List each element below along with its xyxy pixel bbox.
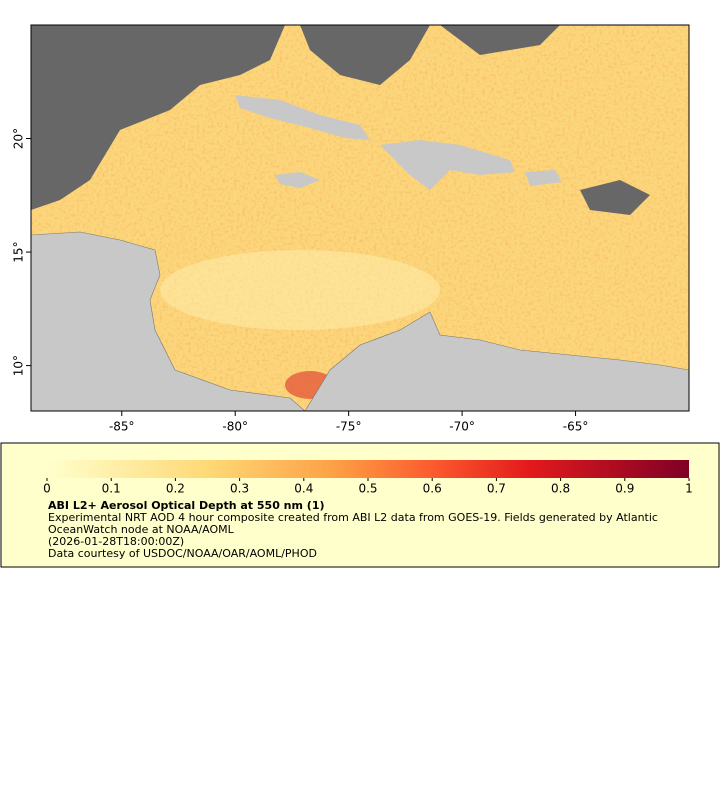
y-tick-label: 15° [12, 241, 26, 262]
colorbar-tick-label: 0.7 [487, 482, 506, 496]
y-tick-label: 20° [12, 128, 26, 149]
central-america [31, 231, 306, 411]
colorbar-tick-label: 0.4 [294, 482, 313, 496]
jamaica [275, 172, 320, 188]
colorbar-tick-label: 0.1 [102, 482, 121, 496]
low-aod [160, 250, 440, 330]
x-tick-label: -85° [109, 420, 135, 434]
cuba [235, 95, 370, 140]
colorbar-tick-label: 0.5 [358, 482, 377, 496]
colorbar [47, 460, 689, 478]
colorbar-tick-label: 0.9 [615, 482, 634, 496]
map-frame [30, 24, 690, 412]
colorbar-tick-label: 0.3 [230, 482, 249, 496]
y-tick-label: 10° [12, 355, 26, 376]
legend-title: ABI L2+ Aerosol Optical Depth at 550 nm … [48, 499, 325, 512]
legend-time: (2026-01-28T18:00:00Z) [48, 535, 185, 548]
masked-cloud [31, 25, 285, 210]
south-america [304, 311, 689, 411]
colorbar-tick-label: 1 [685, 482, 693, 496]
x-tick-label: -80° [222, 420, 248, 434]
hispaniola [380, 140, 515, 190]
legend-text: ABI L2+ Aerosol Optical Depth at 550 nm … [48, 500, 688, 560]
x-tick-label: -70° [449, 420, 475, 434]
colorbar-tick-label: 0.6 [423, 482, 442, 496]
masked-cloud [300, 25, 430, 85]
legend-credit: Data courtesy of USDOC/NOAA/OAR/AOML/PHO… [48, 547, 317, 560]
masked-cloud [580, 180, 650, 215]
x-tick-label: -65° [563, 420, 589, 434]
map [31, 25, 689, 411]
colorbar-tick-label: 0.8 [551, 482, 570, 496]
colorbar-tick-label: 0 [43, 482, 51, 496]
x-tick-label: -75° [336, 420, 362, 434]
colorbar-tick-label: 0.2 [166, 482, 185, 496]
masked-cloud [440, 25, 560, 55]
legend-description: Experimental NRT AOD 4 hour composite cr… [48, 511, 658, 536]
puerto-rico [525, 170, 562, 186]
